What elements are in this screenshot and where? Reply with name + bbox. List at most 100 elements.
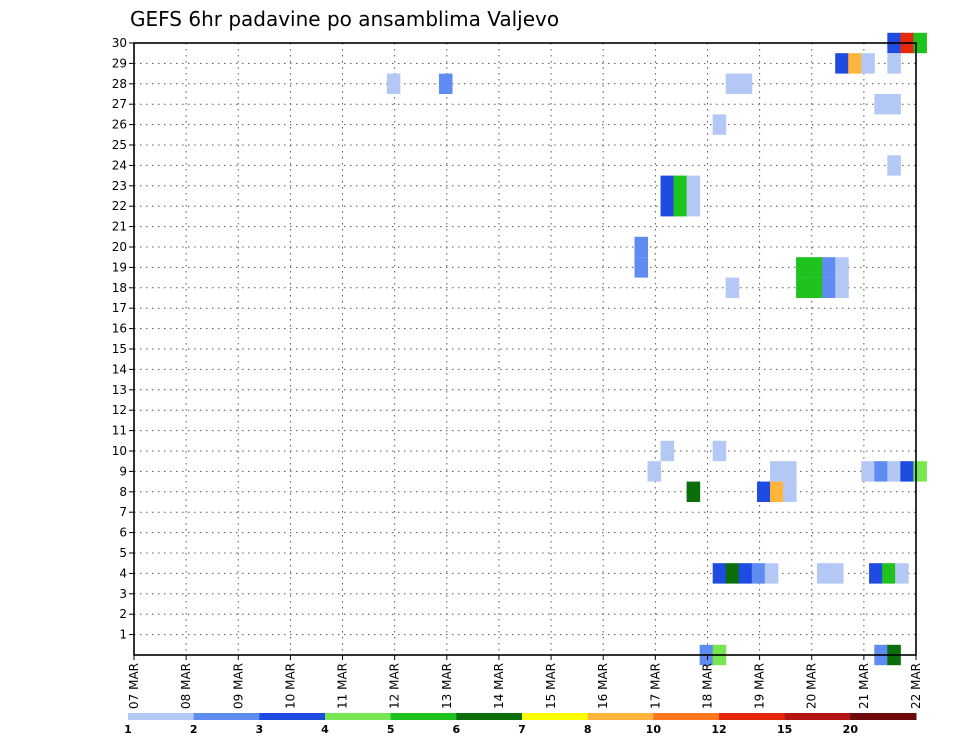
y-tick-label: 15 xyxy=(112,342,127,356)
precip-cell xyxy=(822,277,836,298)
legend-label: 7 xyxy=(518,723,526,736)
precip-cell xyxy=(809,277,823,298)
legend-label: 5 xyxy=(387,723,395,736)
x-tick-label: 10 MAR xyxy=(283,663,297,709)
y-tick-label: 26 xyxy=(112,118,127,132)
precip-cell xyxy=(712,114,727,135)
x-tick-label: 15 MAR xyxy=(544,663,558,709)
y-tick-label: 16 xyxy=(112,322,127,336)
legend-swatch xyxy=(522,713,589,720)
x-tick-label: 17 MAR xyxy=(648,663,662,709)
precip-cell xyxy=(861,53,875,74)
precip-cell xyxy=(835,277,849,298)
precip-cell xyxy=(712,563,727,584)
precip-cell xyxy=(738,563,753,584)
precip-cell xyxy=(869,563,883,584)
precip-cell xyxy=(796,277,810,298)
precip-cell xyxy=(770,461,784,482)
precip-cell xyxy=(660,175,675,196)
precip-cell xyxy=(887,461,901,482)
legend-swatch xyxy=(587,713,654,720)
y-tick-label: 12 xyxy=(112,403,127,417)
precip-cell xyxy=(660,440,675,462)
legend-swatch xyxy=(719,713,786,720)
legend-label: 1 xyxy=(124,723,132,736)
precip-cell xyxy=(634,257,649,278)
precip-cell xyxy=(725,73,740,94)
legend-swatch xyxy=(193,713,260,720)
legend-swatch xyxy=(784,713,851,720)
precip-cell xyxy=(887,53,901,74)
grid-lines xyxy=(134,42,916,655)
x-tick-label: 13 MAR xyxy=(440,663,454,709)
precip-cell xyxy=(438,73,453,94)
precip-cell xyxy=(725,563,740,584)
y-tick-label: 13 xyxy=(112,383,127,397)
x-tick-label: 08 MAR xyxy=(179,663,193,709)
x-tick-label: 16 MAR xyxy=(596,663,610,709)
y-tick-label: 24 xyxy=(112,158,127,172)
precip-cell xyxy=(829,563,844,584)
legend-swatch xyxy=(456,713,523,720)
precip-cell xyxy=(816,563,831,584)
precip-cell xyxy=(783,481,797,502)
legend-swatch xyxy=(325,713,392,720)
y-tick-label: 30 xyxy=(112,36,127,50)
precip-cell xyxy=(861,461,875,482)
y-tick-label: 3 xyxy=(119,587,127,601)
legend-swatch xyxy=(390,713,457,720)
precip-cell xyxy=(882,563,896,584)
precip-cell xyxy=(900,461,914,482)
y-tick-label: 25 xyxy=(112,138,127,152)
legend-label: 10 xyxy=(646,723,662,736)
precip-cell xyxy=(756,481,771,502)
precip-cell xyxy=(686,175,701,196)
y-tick-label: 1 xyxy=(119,628,127,642)
precip-cell xyxy=(874,94,888,115)
precip-cell xyxy=(686,196,701,217)
x-tick-label: 21 MAR xyxy=(857,663,871,709)
legend-label: 20 xyxy=(843,723,859,736)
y-tick-label: 6 xyxy=(119,526,127,540)
y-tick-label: 17 xyxy=(112,301,127,315)
y-tick-label: 18 xyxy=(112,281,127,295)
legend-label: 2 xyxy=(190,723,198,736)
precip-cell xyxy=(725,277,740,298)
legend-label: 3 xyxy=(256,723,264,736)
x-tick-label: 11 MAR xyxy=(336,663,350,709)
precip-cell xyxy=(770,481,784,502)
color-legend: 1 2 3 4 5 6 7 8 10 12 15 20 xyxy=(124,713,917,736)
legend-label: 4 xyxy=(321,723,329,736)
y-tick-label: 27 xyxy=(112,97,127,111)
y-tick-label: 5 xyxy=(119,546,127,560)
x-tick-label: 12 MAR xyxy=(388,663,402,709)
precip-cell xyxy=(809,257,823,278)
x-tick-label: 09 MAR xyxy=(231,663,245,709)
y-tick-label: 20 xyxy=(112,240,127,254)
x-axis: 07 MAR 08 MAR 09 MAR 10 MAR 11 MAR 12 MAR 13 M… xyxy=(127,655,923,709)
legend-swatch xyxy=(850,713,917,720)
y-tick-label: 19 xyxy=(112,260,127,274)
precip-cell xyxy=(822,257,836,278)
y-tick-label: 4 xyxy=(119,566,127,580)
legend-label: 6 xyxy=(453,723,461,736)
y-tick-label: 28 xyxy=(112,77,127,91)
legend-swatch xyxy=(128,713,195,720)
y-tick-label: 29 xyxy=(112,56,127,70)
precip-cell xyxy=(874,461,888,482)
precip-cell xyxy=(895,563,909,584)
precip-cell xyxy=(634,236,649,258)
precip-cell xyxy=(738,73,753,94)
x-tick-label: 18 MAR xyxy=(700,663,714,709)
y-tick-label: 9 xyxy=(119,464,127,478)
x-tick-label: 07 MAR xyxy=(127,663,141,709)
precip-cell xyxy=(764,563,779,584)
legend-label: 12 xyxy=(711,723,726,736)
x-tick-label: 14 MAR xyxy=(492,663,506,709)
y-tick-label: 14 xyxy=(112,362,127,376)
precip-cell xyxy=(660,196,675,217)
y-tick-label: 21 xyxy=(112,220,127,234)
precip-cell xyxy=(673,196,688,217)
precip-cell xyxy=(796,257,810,278)
